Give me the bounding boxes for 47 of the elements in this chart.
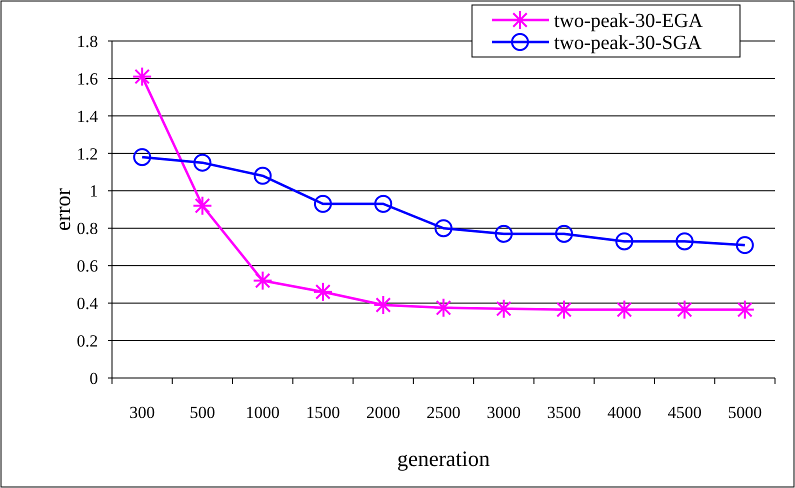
x-tick-label: 3000 — [486, 403, 521, 422]
y-tick-label: 0.6 — [76, 256, 98, 276]
x-axis-title: generation — [397, 446, 490, 471]
point — [192, 196, 212, 216]
point — [555, 224, 574, 243]
y-tick-label: 1.2 — [76, 144, 98, 164]
point — [734, 300, 755, 320]
legend-label: two-peak-30-EGA — [554, 10, 704, 32]
point — [494, 224, 513, 243]
x-tick-label: 3500 — [547, 403, 582, 422]
point — [374, 194, 392, 213]
point — [312, 282, 333, 302]
point — [494, 298, 514, 319]
point — [314, 194, 332, 213]
point — [676, 232, 694, 250]
x-tick-label: 1500 — [306, 403, 340, 422]
x-tick-label: 4000 — [607, 403, 642, 422]
point — [252, 270, 273, 291]
x-tick-label: 5000 — [728, 403, 762, 422]
point — [132, 66, 152, 87]
y-tick-label: 0.8 — [76, 219, 98, 238]
y-axis-title: error — [50, 187, 75, 231]
point — [434, 298, 454, 318]
y-tick-label: 0 — [90, 368, 98, 388]
y-tick-label: 1 — [90, 182, 98, 201]
point — [373, 294, 394, 315]
y-tick-label: 0.2 — [76, 332, 98, 351]
x-tick-label: 2000 — [366, 403, 400, 422]
x-tick-label: 1000 — [246, 403, 280, 422]
point — [554, 300, 574, 320]
point — [674, 300, 695, 320]
legend-label: two-peak-30-SGA — [554, 32, 702, 54]
point — [434, 219, 452, 238]
point — [193, 154, 212, 172]
point — [133, 148, 152, 166]
x-tick-label: 300 — [129, 403, 155, 422]
point — [614, 300, 634, 320]
y-tick-label: 0.4 — [76, 294, 98, 314]
y-tick-label: 1.8 — [76, 32, 98, 51]
point — [615, 232, 634, 250]
point — [254, 166, 272, 185]
point — [736, 236, 754, 254]
x-tick-label: 4500 — [668, 403, 702, 422]
y-tick-label: 1.6 — [76, 69, 98, 88]
x-tick-label: 500 — [190, 403, 216, 422]
x-tick-label: 2500 — [426, 403, 460, 422]
y-tick-label: 1.4 — [76, 106, 98, 126]
